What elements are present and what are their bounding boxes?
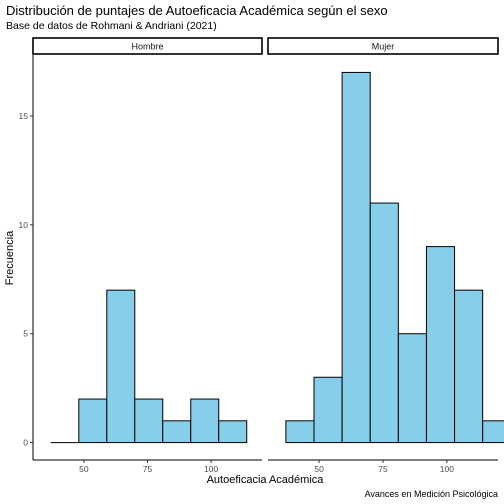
y-tick-label: 15 xyxy=(19,111,29,121)
histogram-bar xyxy=(425,246,456,444)
facet-strip-label: Mujer xyxy=(372,42,395,52)
histogram-bar xyxy=(162,420,192,444)
x-tick-label: 50 xyxy=(79,464,89,474)
y-tick-label: 10 xyxy=(19,220,29,230)
x-tick-label: 75 xyxy=(143,464,153,474)
histogram-bar xyxy=(285,420,315,444)
histogram-bar xyxy=(454,289,484,444)
y-axis: 0 5 10 15 xyxy=(19,55,34,460)
facet-strip-label: Hombre xyxy=(131,42,163,52)
x-axis-label: Autoeficacia Académica xyxy=(207,474,325,486)
histogram-bar xyxy=(397,333,427,444)
histogram-bar xyxy=(482,420,504,444)
histogram-bar xyxy=(106,289,136,444)
facet-strip xyxy=(267,37,499,55)
histogram-bar xyxy=(134,398,164,444)
histogram-bar xyxy=(341,71,371,444)
y-tick-label: 0 xyxy=(23,438,28,448)
chart-title: Distribución de puntajes de Autoeficacia… xyxy=(6,3,388,18)
histogram-bar xyxy=(218,420,248,444)
y-tick-label: 5 xyxy=(23,329,28,339)
x-tick-label: 100 xyxy=(204,464,218,474)
x-tick-label: 50 xyxy=(314,464,324,474)
panel-hombre: Hombre 50 75 100 xyxy=(32,37,263,474)
chart-caption: Avances en Medición Psicológica xyxy=(365,489,498,499)
facet-panels: Hombre 50 75 100 Mujer 50 75 100 0 5 10 15 xyxy=(19,37,504,474)
chart-subtitle: Base de datos de Rohmani & Andriani (202… xyxy=(6,20,217,32)
y-axis-label: Frecuencia xyxy=(4,230,16,285)
panel-mujer: Mujer 50 75 100 xyxy=(267,37,504,474)
histogram-bar xyxy=(78,398,108,444)
x-tick-label: 100 xyxy=(440,464,454,474)
x-tick-label: 75 xyxy=(378,464,388,474)
facet-strip xyxy=(32,37,263,55)
histogram-bar xyxy=(369,202,399,444)
histogram-bar xyxy=(190,398,220,444)
histogram-bar xyxy=(313,376,343,444)
